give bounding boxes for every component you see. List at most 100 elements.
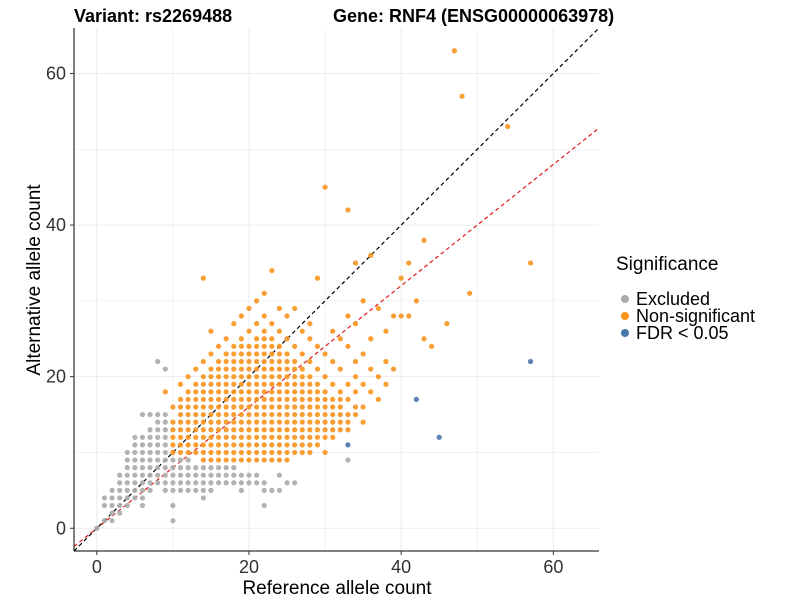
- data-point: [269, 321, 275, 327]
- data-point: [284, 404, 290, 410]
- data-point: [406, 313, 412, 319]
- data-point: [132, 480, 138, 486]
- data-point: [276, 457, 283, 463]
- data-point: [238, 411, 244, 418]
- data-point: [223, 396, 229, 403]
- data-point: [223, 411, 229, 418]
- data-point: [322, 419, 328, 425]
- data-point: [231, 366, 237, 372]
- data-point: [398, 313, 404, 319]
- data-point: [208, 366, 214, 372]
- data-point: [208, 404, 214, 410]
- data-point: [246, 351, 252, 357]
- data-point: [208, 487, 214, 493]
- data-point: [261, 487, 267, 493]
- data-point: [223, 457, 229, 463]
- data-point: [139, 495, 146, 501]
- data-point: [261, 336, 267, 342]
- data-point: [337, 366, 343, 372]
- data-point: [147, 457, 153, 463]
- data-point: [246, 411, 252, 418]
- data-point: [330, 427, 336, 433]
- data-point: [352, 260, 359, 266]
- data-point: [200, 275, 206, 281]
- data-point: [261, 351, 267, 357]
- data-point: [170, 518, 176, 524]
- data-point: [200, 495, 206, 501]
- data-point: [276, 434, 283, 440]
- data-point: [155, 427, 161, 433]
- data-point: [185, 434, 191, 440]
- x-tick-label: 60: [543, 557, 563, 577]
- data-point: [254, 298, 260, 304]
- data-point: [223, 442, 229, 448]
- data-point: [185, 389, 191, 395]
- data-point: [246, 343, 252, 349]
- data-point: [200, 472, 206, 478]
- data-point: [223, 389, 229, 395]
- data-point: [94, 525, 100, 531]
- data-point: [337, 396, 343, 403]
- data-point: [170, 472, 176, 478]
- data-point: [185, 465, 191, 471]
- data-point: [139, 487, 146, 493]
- legend-swatch: [621, 295, 629, 303]
- data-point: [193, 411, 199, 418]
- data-point: [139, 502, 146, 509]
- data-point: [101, 502, 108, 509]
- data-point: [208, 374, 214, 380]
- data-point: [246, 389, 252, 395]
- data-point: [155, 465, 161, 471]
- legend-title: Significance: [616, 254, 718, 275]
- data-point: [155, 411, 161, 418]
- data-point: [215, 419, 222, 425]
- data-point: [208, 472, 214, 478]
- data-point: [261, 290, 267, 296]
- data-point: [322, 449, 328, 456]
- data-point: [177, 427, 184, 433]
- data-point: [269, 411, 275, 418]
- data-point: [223, 480, 229, 486]
- data-point: [200, 434, 206, 440]
- data-point: [284, 381, 290, 387]
- data-point: [246, 472, 252, 478]
- data-point: [139, 449, 146, 456]
- y-tick-label: 60: [46, 63, 66, 83]
- data-point: [276, 427, 283, 433]
- data-point: [527, 358, 534, 365]
- data-point: [231, 411, 237, 418]
- legend-swatch: [621, 312, 629, 320]
- data-point: [193, 427, 199, 433]
- data-point: [117, 495, 123, 501]
- data-point: [261, 389, 267, 395]
- data-point: [292, 389, 298, 395]
- data-point: [200, 404, 206, 410]
- data-point: [170, 427, 176, 433]
- data-point: [147, 465, 153, 471]
- data-point: [246, 396, 252, 403]
- data-point: [299, 389, 305, 395]
- series-fdr-0-05: [345, 358, 534, 448]
- data-point: [307, 358, 313, 365]
- data-point: [155, 434, 161, 440]
- gridlines: [74, 28, 599, 551]
- data-point: [200, 442, 206, 448]
- data-point: [170, 457, 176, 463]
- data-point: [314, 427, 321, 433]
- data-point: [193, 472, 199, 478]
- data-point: [299, 442, 305, 448]
- data-point: [254, 427, 260, 433]
- data-point: [170, 487, 176, 493]
- data-point: [307, 434, 313, 440]
- data-point: [330, 411, 336, 418]
- data-point: [132, 487, 138, 493]
- data-point: [185, 411, 191, 418]
- data-point: [292, 419, 298, 425]
- data-point: [292, 374, 298, 380]
- data-point: [398, 275, 404, 281]
- data-point: [254, 321, 260, 327]
- data-point: [292, 396, 298, 403]
- data-point: [208, 480, 214, 486]
- data-point: [246, 358, 252, 365]
- data-point: [276, 472, 283, 478]
